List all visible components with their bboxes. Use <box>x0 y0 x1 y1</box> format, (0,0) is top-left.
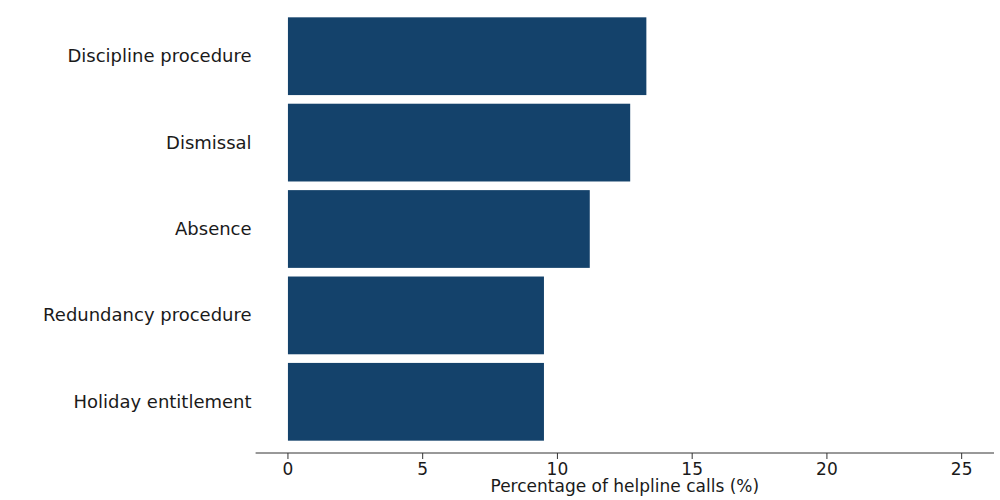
bar <box>288 277 544 355</box>
category-label: Dismissal <box>166 132 252 153</box>
tick-label: 5 <box>417 459 428 479</box>
bar <box>288 363 544 441</box>
bar <box>288 190 590 268</box>
category-label: Discipline procedure <box>67 45 251 66</box>
bar <box>288 104 630 182</box>
tick-label: 25 <box>951 459 973 479</box>
bar <box>288 17 646 95</box>
chart: Discipline procedure Dismissal Absence Redu… <box>0 0 1000 500</box>
category-label: Redundancy procedure <box>43 304 251 325</box>
category-label: Holiday entitlement <box>73 391 251 412</box>
x-axis-line <box>256 453 994 454</box>
x-axis-title: Percentage of helpline calls (%) <box>491 476 760 496</box>
tick-label: 20 <box>816 459 838 479</box>
category-label: Absence <box>175 218 252 239</box>
bars <box>288 17 646 440</box>
tick-label: 0 <box>283 459 294 479</box>
